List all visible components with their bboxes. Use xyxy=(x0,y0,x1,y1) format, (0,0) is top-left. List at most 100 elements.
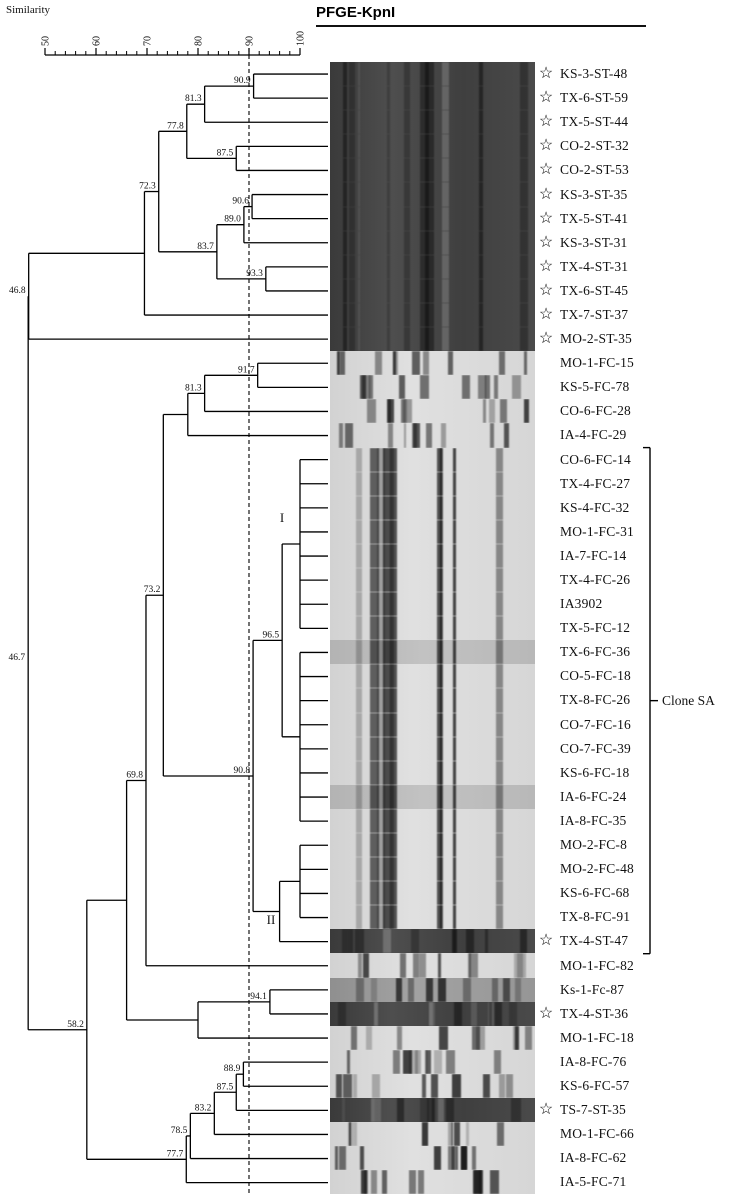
gel-lane xyxy=(330,953,535,978)
svg-text:96.5: 96.5 xyxy=(263,630,280,640)
strain-label: MO-1-FC-31 xyxy=(560,523,635,539)
gel-lane xyxy=(330,664,535,689)
strain-row: TX-4-FC-27 xyxy=(330,471,750,496)
svg-text:50: 50 xyxy=(41,36,52,46)
strain-label: TX-4-FC-27 xyxy=(560,475,631,491)
similarity-axis: 50 60 70 80 90 100 xyxy=(41,31,307,56)
strain-row: TX-5-FC-12 xyxy=(330,616,750,641)
strain-label: TX-4-ST-36 xyxy=(560,1005,629,1021)
svg-text:91.7: 91.7 xyxy=(238,365,255,375)
strain-label: IA-8-FC-76 xyxy=(560,1053,627,1069)
svg-text:77.7: 77.7 xyxy=(167,1149,184,1159)
strain-row: MO-1-FC-66 xyxy=(330,1122,750,1147)
strain-label: IA-8-FC-35 xyxy=(560,812,627,828)
strain-label: IA-6-FC-24 xyxy=(560,788,627,804)
gel-lane xyxy=(330,712,535,737)
gel-lane xyxy=(330,302,535,328)
gel-lane xyxy=(330,86,535,111)
strain-row: ☆ TX-4-ST-31 xyxy=(330,254,750,279)
strain-label: TX-7-ST-37 xyxy=(560,306,629,322)
svg-text:46.7: 46.7 xyxy=(9,653,26,663)
strain-label: MO-2-FC-8 xyxy=(560,837,628,853)
svg-text:II: II xyxy=(267,912,276,927)
star-icon: ☆ xyxy=(538,89,554,107)
gel-lane xyxy=(330,327,535,352)
strain-row: ☆ TX-6-ST-45 xyxy=(330,278,750,303)
strain-row: TX-6-FC-36 xyxy=(330,640,750,665)
gel-lane xyxy=(330,351,535,376)
strain-label: TX-6-ST-59 xyxy=(560,90,629,106)
strain-row: MO-1-FC-82 xyxy=(330,953,750,978)
strain-row: TX-4-FC-26 xyxy=(330,567,750,593)
strain-row: KS-6-FC-57 xyxy=(330,1073,750,1099)
strain-label: TX-6-ST-45 xyxy=(560,282,629,298)
strain-row-list: ☆ KS-3-ST-48 ☆ TX-6-ST-59 ☆ TX-5-ST-44 ☆… xyxy=(330,62,750,1195)
strain-label: IA-8-FC-62 xyxy=(560,1150,627,1166)
strain-label: MO-1-FC-82 xyxy=(560,957,635,973)
strain-label: KS-6-FC-57 xyxy=(560,1077,630,1093)
svg-text:90.6: 90.6 xyxy=(232,197,249,207)
strain-label: TX-4-FC-26 xyxy=(560,572,631,588)
svg-text:88.9: 88.9 xyxy=(224,1064,241,1074)
strain-row: ☆ MO-2-ST-35 xyxy=(330,327,750,352)
strain-row: KS-6-FC-18 xyxy=(330,760,750,785)
svg-text:78.5: 78.5 xyxy=(171,1126,188,1136)
strain-label: MO-2-ST-35 xyxy=(560,331,633,347)
strain-label: MO-1-FC-66 xyxy=(560,1126,635,1142)
strain-label: KS-5-FC-78 xyxy=(560,379,630,395)
strain-row: IA-8-FC-76 xyxy=(330,1049,750,1074)
strain-label: TX-5-ST-44 xyxy=(560,114,629,130)
svg-text:100: 100 xyxy=(296,31,307,46)
svg-text:58.2: 58.2 xyxy=(67,1020,84,1030)
strain-row: IA-7-FC-14 xyxy=(330,543,750,568)
strain-row: IA3902 xyxy=(330,592,750,617)
gel-lane xyxy=(330,230,535,255)
strain-label: TS-7-ST-35 xyxy=(560,1102,627,1118)
strain-row: Ks-1-Fc-87 xyxy=(330,977,750,1002)
gel-method-title: PFGE-KpnI xyxy=(316,4,646,27)
gel-lane xyxy=(330,519,535,544)
svg-text:90: 90 xyxy=(245,36,256,46)
strain-label: IA-7-FC-14 xyxy=(560,547,627,563)
strain-label: CO-6-FC-14 xyxy=(560,451,632,467)
gel-lane xyxy=(330,206,535,231)
gel-lane xyxy=(330,1170,535,1195)
strain-row: IA-8-FC-62 xyxy=(330,1146,750,1171)
strain-label: KS-6-FC-68 xyxy=(560,885,630,901)
gel-lane xyxy=(330,640,535,665)
gel-lane xyxy=(330,447,535,472)
gel-lane xyxy=(330,399,535,424)
strain-label: MO-2-FC-48 xyxy=(560,861,635,877)
strain-row: ☆ CO-2-ST-53 xyxy=(330,158,750,183)
strain-label: TX-5-ST-41 xyxy=(560,210,629,226)
strain-row: CO-7-FC-16 xyxy=(330,712,750,737)
gel-lane xyxy=(330,567,535,593)
dendrogram-tree: 90.9 81.3 87.5 77.8 90.6 89.0 93.3 83.7 72.3 46.8… xyxy=(9,73,328,1184)
gel-lane xyxy=(330,278,535,303)
star-icon: ☆ xyxy=(538,305,554,323)
strain-row: IA-4-FC-29 xyxy=(330,423,750,448)
star-icon: ☆ xyxy=(538,281,554,299)
strain-label: CO-6-FC-28 xyxy=(560,403,632,419)
gel-lane xyxy=(330,375,535,400)
strain-label: TX-5-FC-12 xyxy=(560,620,631,636)
gel-lane xyxy=(330,1146,535,1171)
star-icon: ☆ xyxy=(538,113,554,131)
similarity-axis-label: Similarity xyxy=(6,4,50,16)
strain-row: CO-7-FC-39 xyxy=(330,736,750,761)
gel-lane xyxy=(330,62,535,87)
strain-row: MO-2-FC-48 xyxy=(330,857,750,882)
strain-row: ☆ TX-5-ST-44 xyxy=(330,110,750,135)
strain-label: CO-7-FC-16 xyxy=(560,716,632,732)
svg-text:83.2: 83.2 xyxy=(195,1103,212,1113)
svg-text:93.3: 93.3 xyxy=(246,269,263,279)
gel-lane xyxy=(330,688,535,713)
svg-text:81.3: 81.3 xyxy=(185,383,202,393)
strain-row: KS-4-FC-32 xyxy=(330,495,750,520)
gel-lane xyxy=(330,134,535,159)
star-icon: ☆ xyxy=(538,233,554,251)
gel-lane xyxy=(330,833,535,858)
cluster-annotations: III xyxy=(267,510,285,927)
svg-text:46.8: 46.8 xyxy=(9,286,26,296)
